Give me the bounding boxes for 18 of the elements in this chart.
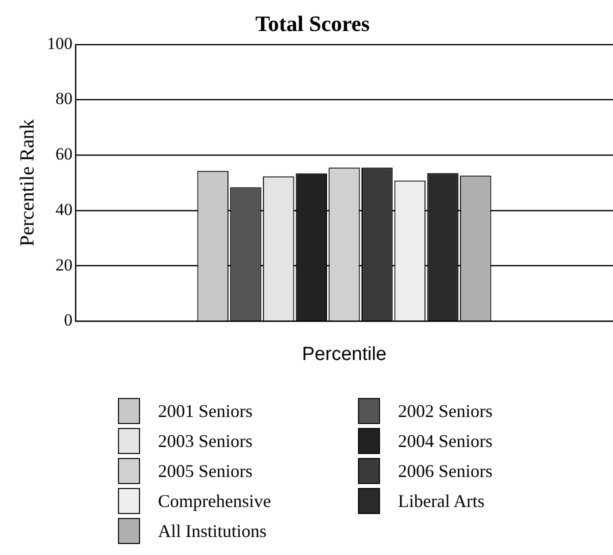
y-axis-title: Percentile Rank <box>16 119 38 246</box>
legend-label: 2002 Seniors <box>398 400 492 422</box>
legend-label: 2004 Seniors <box>398 430 492 452</box>
y-tick-label: 100 <box>47 34 72 53</box>
x-tick-label: Percentile <box>302 344 386 365</box>
y-tick-label: 60 <box>56 144 72 164</box>
legend-label: 2003 Seniors <box>158 430 252 452</box>
legend-label: All Institutions <box>158 520 267 542</box>
chart-title: Total Scores <box>255 10 370 36</box>
legend-label: 2006 Seniors <box>398 460 492 482</box>
y-tick-label: 0 <box>64 310 72 330</box>
y-tick-label: 80 <box>56 89 72 108</box>
legend-label: Liberal Arts <box>398 490 484 512</box>
legend-label: Comprehensive <box>158 490 271 512</box>
legend-label: 2005 Seniors <box>158 460 252 482</box>
y-tick-label: 40 <box>56 200 72 219</box>
y-tick-label: 20 <box>56 255 72 274</box>
legend-label: 2001 Seniors <box>158 400 252 422</box>
